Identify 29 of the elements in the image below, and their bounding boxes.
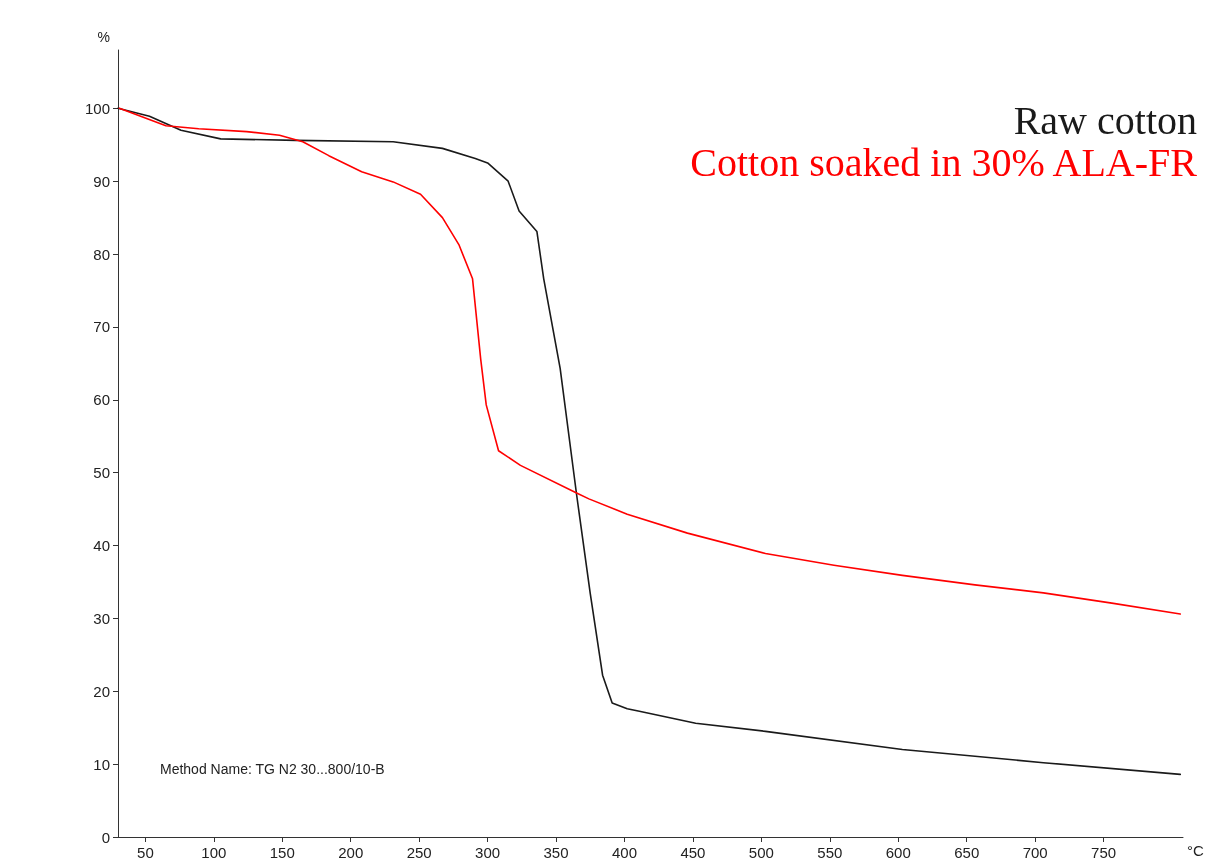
x-tick-label: 200 <box>338 844 364 861</box>
x-axis-title: °C <box>1187 842 1204 859</box>
x-tick-label: 100 <box>201 844 227 861</box>
y-tick-label: 20 <box>93 682 110 700</box>
y-tick-label: 90 <box>93 172 110 190</box>
x-tick-label: 150 <box>269 844 295 861</box>
y-tick-label: 10 <box>93 755 110 773</box>
x-tick-label: 450 <box>680 844 706 861</box>
x-tick-label: 650 <box>954 844 980 861</box>
x-tick-label: 750 <box>1091 844 1117 861</box>
x-tick-label: 550 <box>817 844 843 861</box>
x-tick-label: 600 <box>885 844 911 861</box>
x-tick-label: 50 <box>137 844 154 861</box>
y-tick-label: 80 <box>93 245 110 263</box>
y-tick-label: 60 <box>93 391 110 409</box>
y-tick-label: 0 <box>101 828 110 846</box>
x-tick-label: 250 <box>406 844 432 861</box>
x-tick-label: 400 <box>611 844 638 861</box>
y-tick-label: 100 <box>84 99 110 117</box>
x-tick-label: 350 <box>543 844 569 861</box>
x-tick-label: 700 <box>1022 844 1048 861</box>
x-tick-label: 300 <box>475 844 501 861</box>
y-tick-label: 70 <box>93 318 110 336</box>
annotation: Method Name: TG N2 30...800/10-B <box>160 761 385 777</box>
x-tick-label: 500 <box>748 844 774 861</box>
y-tick-label: 40 <box>93 537 110 555</box>
y-axis-title: % <box>97 29 110 45</box>
y-tick-label: 30 <box>93 609 110 627</box>
y-tick-label: 50 <box>93 464 110 482</box>
